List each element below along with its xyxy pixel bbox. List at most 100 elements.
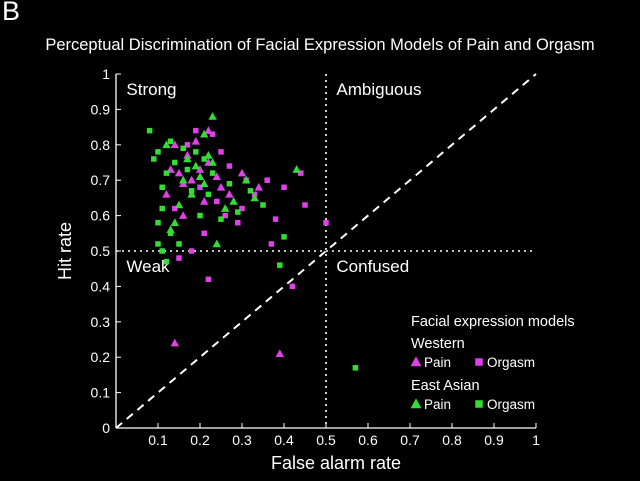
series-western-orgasm [172, 127, 329, 290]
panel-label: B [2, 0, 21, 26]
series-western-pain [162, 126, 284, 357]
data-point [226, 163, 233, 169]
y-tick-label: 0.1 [91, 385, 111, 401]
data-point [193, 127, 199, 134]
data-point [184, 142, 191, 148]
y-tick-label: 0.2 [91, 349, 111, 365]
data-point [167, 138, 174, 145]
data-point [214, 198, 220, 205]
y-tick-label: 0.4 [91, 278, 111, 294]
x-tick-label: 0.3 [232, 432, 252, 448]
y-tick-label: 0.8 [91, 137, 111, 153]
data-point [239, 205, 245, 212]
data-point [172, 205, 178, 212]
data-point [183, 154, 192, 163]
y-axis-label: Hit rate [55, 222, 75, 280]
legend-title: Facial expression models [411, 314, 575, 330]
data-point [159, 205, 165, 212]
legend-item-label: Orgasm [487, 397, 535, 412]
data-point [289, 283, 296, 290]
data-point [222, 212, 228, 219]
data-point [218, 216, 224, 222]
data-point [225, 189, 234, 198]
x-tick-label: 0.2 [190, 432, 210, 448]
data-point [170, 218, 179, 226]
data-point [172, 159, 178, 166]
x-tick-label: 0.5 [316, 432, 336, 448]
data-point [209, 131, 216, 137]
data-point [302, 202, 308, 208]
data-point [176, 241, 182, 247]
chart-title: Perceptual Discrimination of Facial Expr… [45, 36, 595, 54]
data-point [218, 149, 224, 155]
data-point [298, 170, 304, 176]
x-axis-label: False alarm rate [271, 453, 401, 473]
data-point [167, 230, 174, 237]
data-point [323, 219, 329, 226]
data-point [162, 189, 171, 198]
data-point [275, 349, 284, 357]
data-point [272, 216, 279, 222]
data-point [159, 184, 165, 191]
data-point [237, 168, 247, 177]
data-point [188, 188, 195, 194]
legend-group-label: Western [411, 336, 465, 352]
data-point [229, 197, 238, 205]
data-point [212, 172, 221, 180]
y-tick-label: 0.9 [91, 101, 111, 117]
data-point [254, 182, 263, 191]
y-tick-label: 0.7 [91, 172, 111, 188]
data-point [195, 172, 205, 180]
data-point [184, 166, 191, 173]
data-point [205, 191, 212, 198]
legend-group-label: East Asian [411, 378, 480, 394]
data-point [235, 209, 241, 215]
region-label-confused: Confused [336, 257, 409, 276]
data-point [352, 365, 359, 371]
data-point [200, 129, 209, 138]
legend-marker [410, 398, 422, 409]
data-point [180, 145, 186, 152]
data-point [179, 175, 188, 184]
data-point [155, 219, 161, 226]
series-east-asian-orgasm [146, 127, 359, 371]
y-tick-label: 1 [102, 66, 110, 82]
y-tick-label: 0.5 [91, 243, 111, 259]
x-tick-label: 0.8 [442, 432, 462, 448]
data-point [188, 248, 195, 254]
data-point [163, 258, 170, 265]
data-point [170, 338, 179, 347]
data-point [201, 230, 207, 237]
data-point [179, 211, 188, 219]
data-point [221, 204, 230, 212]
legend-marker [475, 358, 483, 366]
x-tick-label: 1 [532, 432, 540, 448]
data-point [264, 177, 270, 183]
region-label-strong: Strong [126, 80, 176, 99]
series-east-asian-pain [162, 112, 301, 248]
data-point [208, 112, 217, 120]
x-tick-label: 0.1 [148, 432, 168, 448]
data-point [200, 197, 209, 205]
data-point [155, 241, 161, 247]
data-point [151, 156, 157, 162]
data-point [292, 165, 301, 173]
data-point [212, 239, 221, 248]
data-point [193, 149, 199, 155]
data-point [281, 234, 287, 240]
data-point [268, 241, 275, 247]
data-point [205, 276, 212, 283]
data-point [200, 179, 209, 188]
data-point [216, 182, 226, 191]
data-point [170, 140, 179, 149]
y-tick-label: 0.3 [91, 314, 111, 330]
data-point [187, 175, 196, 184]
legend: Facial expression models Western Pain Orgas… [410, 314, 575, 412]
x-tick-label: 0.4 [274, 432, 294, 448]
region-label-ambiguous: Ambiguous [336, 80, 421, 99]
legend-marker [410, 356, 422, 367]
data-point [191, 161, 200, 170]
legend-item-label: Pain [424, 355, 451, 370]
data-point [197, 212, 203, 219]
